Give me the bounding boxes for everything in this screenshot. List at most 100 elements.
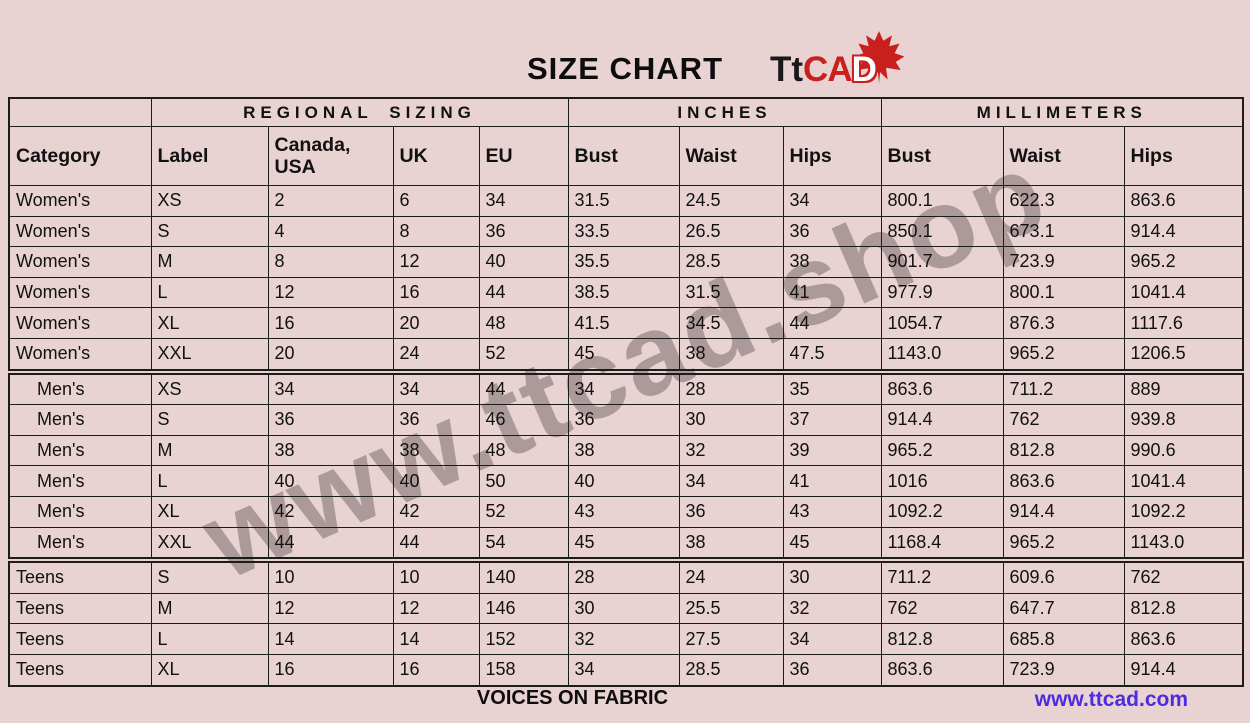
col-header-bust-mm: Bust [880, 126, 1004, 186]
data-cell: 41.5 [567, 307, 680, 339]
data-cell: 14 [267, 623, 394, 655]
table-row: Women's XXL 20 24 52 45 38 47.5 1143.0 965.2 1206.… [8, 337, 1244, 373]
col-header-category: Category [8, 126, 152, 186]
data-cell: 28 [678, 368, 784, 406]
data-cell: XL [150, 307, 269, 339]
data-cell: S [150, 215, 269, 248]
data-cell: 34 [392, 368, 480, 406]
data-cell: 20 [267, 337, 394, 373]
data-cell: 44 [392, 526, 480, 561]
data-cell: M [150, 592, 269, 625]
data-cell: 685.8 [1002, 623, 1125, 655]
data-cell: 30 [567, 592, 680, 625]
data-cell: 965.2 [1002, 337, 1125, 373]
data-cell: 1206.5 [1123, 337, 1244, 373]
data-cell: 36 [478, 215, 569, 248]
data-cell: 146 [478, 592, 569, 625]
data-cell: 35.5 [567, 246, 680, 278]
data-cell: 863.6 [1123, 623, 1244, 655]
data-cell: S [150, 557, 269, 594]
category-cell: Men's [8, 495, 152, 528]
data-cell: 50 [478, 465, 569, 497]
data-cell: M [150, 246, 269, 278]
data-cell: 41 [782, 276, 882, 309]
data-cell: 54 [478, 526, 569, 561]
data-cell: 28.5 [678, 246, 784, 278]
table-row: Teens L 14 14 152 32 27.5 34 812.8 685.8 863.6 [8, 623, 1244, 655]
data-cell: 965.2 [1002, 526, 1125, 561]
data-cell: 36 [392, 404, 480, 436]
data-cell: 711.2 [1002, 368, 1125, 406]
table-row: Men's L 40 40 50 40 34 41 1016 863.6 1041.4 [8, 465, 1244, 497]
table-row: Men's XXL 44 44 54 45 38 45 1168.4 965.2 1143.0 [8, 526, 1244, 561]
data-cell: 1016 [880, 465, 1004, 497]
category-cell: Teens [8, 557, 152, 594]
data-cell: 800.1 [1002, 276, 1125, 309]
data-cell: 34 [678, 465, 784, 497]
data-cell: 914.4 [880, 404, 1004, 436]
group-inches: INCHES [567, 97, 882, 127]
corner-cell [8, 97, 152, 127]
data-cell: 45 [782, 526, 882, 561]
data-cell: 4 [267, 215, 394, 248]
data-cell: 762 [880, 592, 1004, 625]
data-cell: 36 [782, 653, 882, 687]
data-cell: 152 [478, 623, 569, 655]
data-cell: 30 [782, 557, 882, 594]
col-header-bust-in: Bust [567, 126, 680, 186]
logo-text-black: Tt [770, 50, 804, 89]
size-table: REGIONAL SIZING INCHES MILLIMETERS Categ… [8, 97, 1245, 687]
data-cell: 45 [567, 337, 680, 373]
data-cell: 1143.0 [880, 337, 1004, 373]
data-cell: 44 [267, 526, 394, 561]
data-cell: 35 [782, 368, 882, 406]
footer-website-link[interactable]: www.ttcad.com [1034, 688, 1188, 711]
data-cell: M [150, 434, 269, 467]
data-cell: 27.5 [678, 623, 784, 655]
data-cell: 965.2 [880, 434, 1004, 467]
data-cell: 158 [478, 653, 569, 687]
data-cell: 8 [267, 246, 394, 278]
data-cell: S [150, 404, 269, 436]
data-cell: 39 [782, 434, 882, 467]
group-millimeters: MILLIMETERS [880, 97, 1244, 127]
data-cell: 31.5 [678, 276, 784, 309]
data-cell: 12 [392, 592, 480, 625]
data-cell: 140 [478, 557, 569, 594]
data-cell: XL [150, 495, 269, 528]
data-cell: 1143.0 [1123, 526, 1244, 561]
maple-leaf-icon [853, 31, 905, 84]
col-header-hips-in: Hips [782, 126, 882, 186]
category-cell: Teens [8, 653, 152, 687]
data-cell: 6 [392, 185, 480, 217]
data-cell: 30 [678, 404, 784, 436]
data-cell: XXL [150, 337, 269, 373]
data-cell: 34 [782, 623, 882, 655]
data-cell: 990.6 [1123, 434, 1244, 467]
data-cell: 36 [267, 404, 394, 436]
data-cell: 1117.6 [1123, 307, 1244, 339]
data-cell: 1092.2 [880, 495, 1004, 528]
data-cell: 1041.4 [1123, 276, 1244, 309]
category-cell: Women's [8, 276, 152, 309]
col-header-eu: EU [478, 126, 569, 186]
logo-text-red: CA [803, 50, 853, 89]
data-cell: 40 [567, 465, 680, 497]
data-cell: L [150, 276, 269, 309]
table-row: Women's XL 16 20 48 41.5 34.5 44 1054.7 876.3 1117… [8, 307, 1244, 339]
data-cell: 24 [678, 557, 784, 594]
table-row: Women's S 4 8 36 33.5 26.5 36 850.1 673.1 914.4 [8, 215, 1244, 248]
data-cell: 48 [478, 434, 569, 467]
table-row: Teens M 12 12 146 30 25.5 32 762 647.7 812.8 [8, 592, 1244, 625]
data-cell: 2 [267, 185, 394, 217]
category-cell: Men's [8, 526, 152, 561]
data-cell: 622.3 [1002, 185, 1125, 217]
data-cell: 48 [478, 307, 569, 339]
category-cell: Teens [8, 592, 152, 625]
data-cell: 1168.4 [880, 526, 1004, 561]
data-cell: 850.1 [880, 215, 1004, 248]
table-row: Men's XS 34 34 44 34 28 35 863.6 711.2 889 [8, 368, 1244, 406]
data-cell: 10 [392, 557, 480, 594]
category-cell: Women's [8, 337, 152, 373]
